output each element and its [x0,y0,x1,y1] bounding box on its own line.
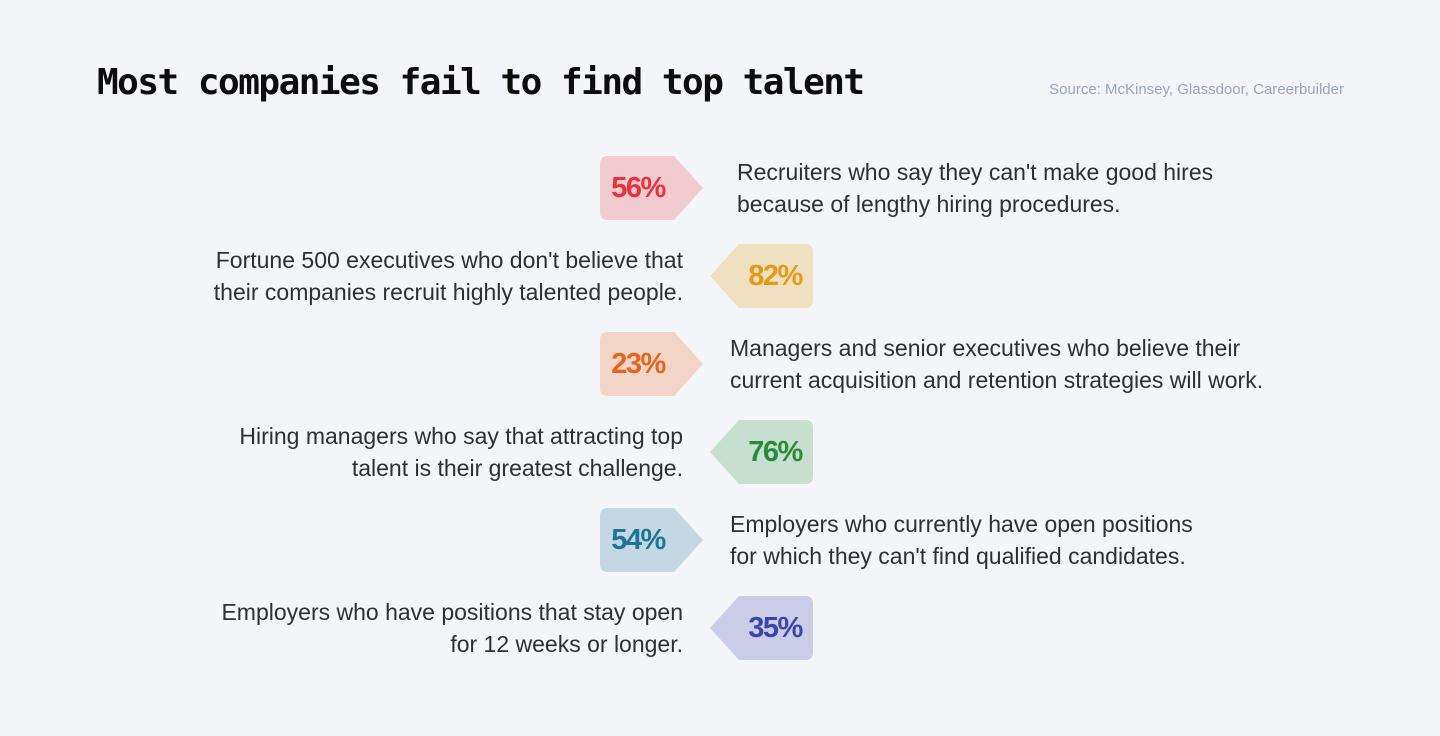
stat-value: 76% [748,436,803,468]
stat-description-line: Employers who have positions that stay o… [221,599,683,625]
stat-description-line: Recruiters who say they can't make good … [737,159,1214,185]
stat-value: 54% [611,524,666,556]
stat-description: Employers who currently have open positi… [730,508,1193,572]
stat-description-line: because of lengthy hiring procedures. [737,191,1121,217]
stat-row: 54% Employers who currently have open po… [0,508,1440,572]
stat-value: 35% [748,612,803,644]
stat-tag: 82% [709,244,813,308]
stat-row: Fortune 500 executives who don't believe… [0,244,1440,308]
page-title: Most companies fail to find top talent [97,62,865,103]
stat-description: Fortune 500 executives who don't believe… [214,244,683,308]
stat-row: 56% Recruiters who say they can't make g… [0,156,1440,220]
stat-tag: 23% [600,332,704,396]
stat-tag: 56% [600,156,704,220]
stat-description: Employers who have positions that stay o… [221,596,683,660]
stat-description: Hiring managers who say that attracting … [239,420,683,484]
stat-description-line: their companies recruit highly talented … [213,279,683,305]
tag-shape-icon [600,156,703,220]
tag-shape-icon [600,508,703,572]
stat-tag: 54% [600,508,704,572]
stat-description-line: current acquisition and retention strate… [730,367,1264,393]
stat-row: Hiring managers who say that attracting … [0,420,1440,484]
stat-description-line: Fortune 500 executives who don't believe… [215,247,683,273]
stat-description-line: Hiring managers who say that attracting … [239,423,683,449]
stat-description: Recruiters who say they can't make good … [737,156,1213,220]
stat-description: Managers and senior executives who belie… [730,332,1263,396]
tag-shape-icon [710,244,813,308]
stat-description-line: for 12 weeks or longer. [450,631,683,657]
stat-tag: 76% [709,420,813,484]
tag-shape-icon [600,332,703,396]
tag-shape-icon [710,596,813,660]
stat-description-line: for which they can't find qualified cand… [730,543,1186,569]
stat-description-line: Employers who currently have open positi… [730,511,1193,537]
tag-shape-icon [710,420,813,484]
stat-value: 82% [748,260,803,292]
stat-row: Employers who have positions that stay o… [0,596,1440,660]
stat-tag: 35% [709,596,813,660]
stat-value: 56% [611,172,666,204]
stat-description-line: Managers and senior executives who belie… [730,335,1241,361]
stat-description-line: talent is their greatest challenge. [351,455,683,481]
source-credit: Source: McKinsey, Glassdoor, Careerbuild… [1049,81,1344,98]
stat-value: 23% [611,348,666,380]
stat-row: 23% Managers and senior executives who b… [0,332,1440,396]
